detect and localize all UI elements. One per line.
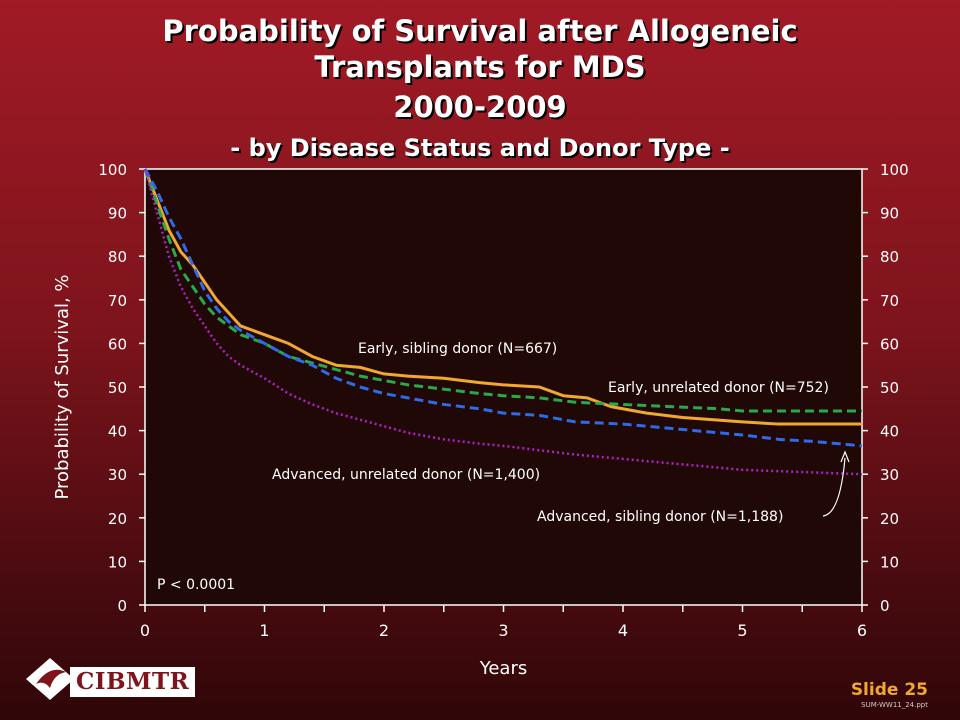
p-value-annotation: P < 0.0001 [157, 577, 235, 593]
y-tick-label-right: 70 [880, 292, 899, 310]
y-tick-label-right: 90 [880, 205, 899, 223]
series-line-3 [143, 168, 863, 448]
y-tick-label-right: 40 [880, 423, 899, 441]
y-tick-label-left: 60 [108, 335, 127, 353]
y-tick-label-right: 60 [880, 335, 899, 353]
series-label-3: Advanced, sibling donor (N=1,188) [537, 509, 783, 525]
series-line-2 [143, 168, 862, 413]
cibmtr-logo [24, 656, 194, 702]
series-label-4: Advanced, unrelated donor (N=1,400) [272, 467, 540, 483]
y-tick-label-right: 10 [880, 553, 899, 571]
series-line-1 [143, 168, 862, 426]
y-tick-label-left: 20 [108, 510, 127, 528]
slide-number: Slide 25 [850, 680, 928, 700]
chart-title-line-2: Transplants for MDS [314, 50, 646, 84]
y-tick-label-left: 100 [98, 161, 127, 179]
y-tick-label-left: 50 [108, 379, 127, 397]
label-pointer-arrow [822, 457, 846, 517]
series-label-2: Early, unrelated donor (N=752) [608, 380, 829, 396]
y-tick-label-left: 40 [108, 423, 127, 441]
y-tick-label-right: 20 [880, 510, 899, 528]
series-lines [143, 168, 863, 476]
x-tick-label: 1 [259, 621, 269, 640]
chart-subtitle: - by Disease Status and Donor Type - [230, 134, 730, 162]
x-axis-label: Years [479, 658, 528, 679]
series-line-4 [143, 168, 863, 476]
y-tick-label-right: 80 [880, 248, 899, 266]
x-tick-label: 2 [379, 621, 389, 640]
series-labels: Early, sibling donor (N=667) Early, unrel… [272, 341, 850, 525]
x-tick-label: 0 [140, 621, 150, 640]
y-tick-label-left: 0 [117, 597, 127, 615]
x-tick-label: 5 [737, 621, 747, 640]
y-tick-label-right: 100 [880, 161, 909, 179]
y-tick-label-left: 10 [108, 553, 127, 571]
logo-diamond-icon [26, 658, 74, 700]
x-tick-label: 4 [618, 621, 628, 640]
y-tick-label-left: 70 [108, 292, 127, 310]
series-label-1: Early, sibling donor (N=667) [358, 341, 557, 357]
chart-title-line-1: Probability of Survival after Allogeneic [162, 14, 798, 48]
plot-area [144, 168, 863, 606]
x-tick-label: 6 [857, 621, 867, 640]
x-tick-label: 3 [498, 621, 508, 640]
y-tick-label-left: 80 [108, 248, 127, 266]
y-axis-label: Probability of Survival, % [52, 274, 73, 499]
y-tick-label-left: 30 [108, 466, 127, 484]
y-tick-label-right: 50 [880, 379, 899, 397]
y-tick-label-right: 0 [880, 597, 890, 615]
logo-text: CIBMTR [70, 667, 196, 697]
label-pointer-arrowhead [840, 450, 850, 463]
y-tick-label-left: 90 [108, 205, 127, 223]
slide-file-name: SUM-WW11_24.ppt [861, 701, 928, 709]
chart-title-line-3: 2000-2009 [393, 90, 567, 124]
y-tick-label-right: 30 [880, 466, 899, 484]
